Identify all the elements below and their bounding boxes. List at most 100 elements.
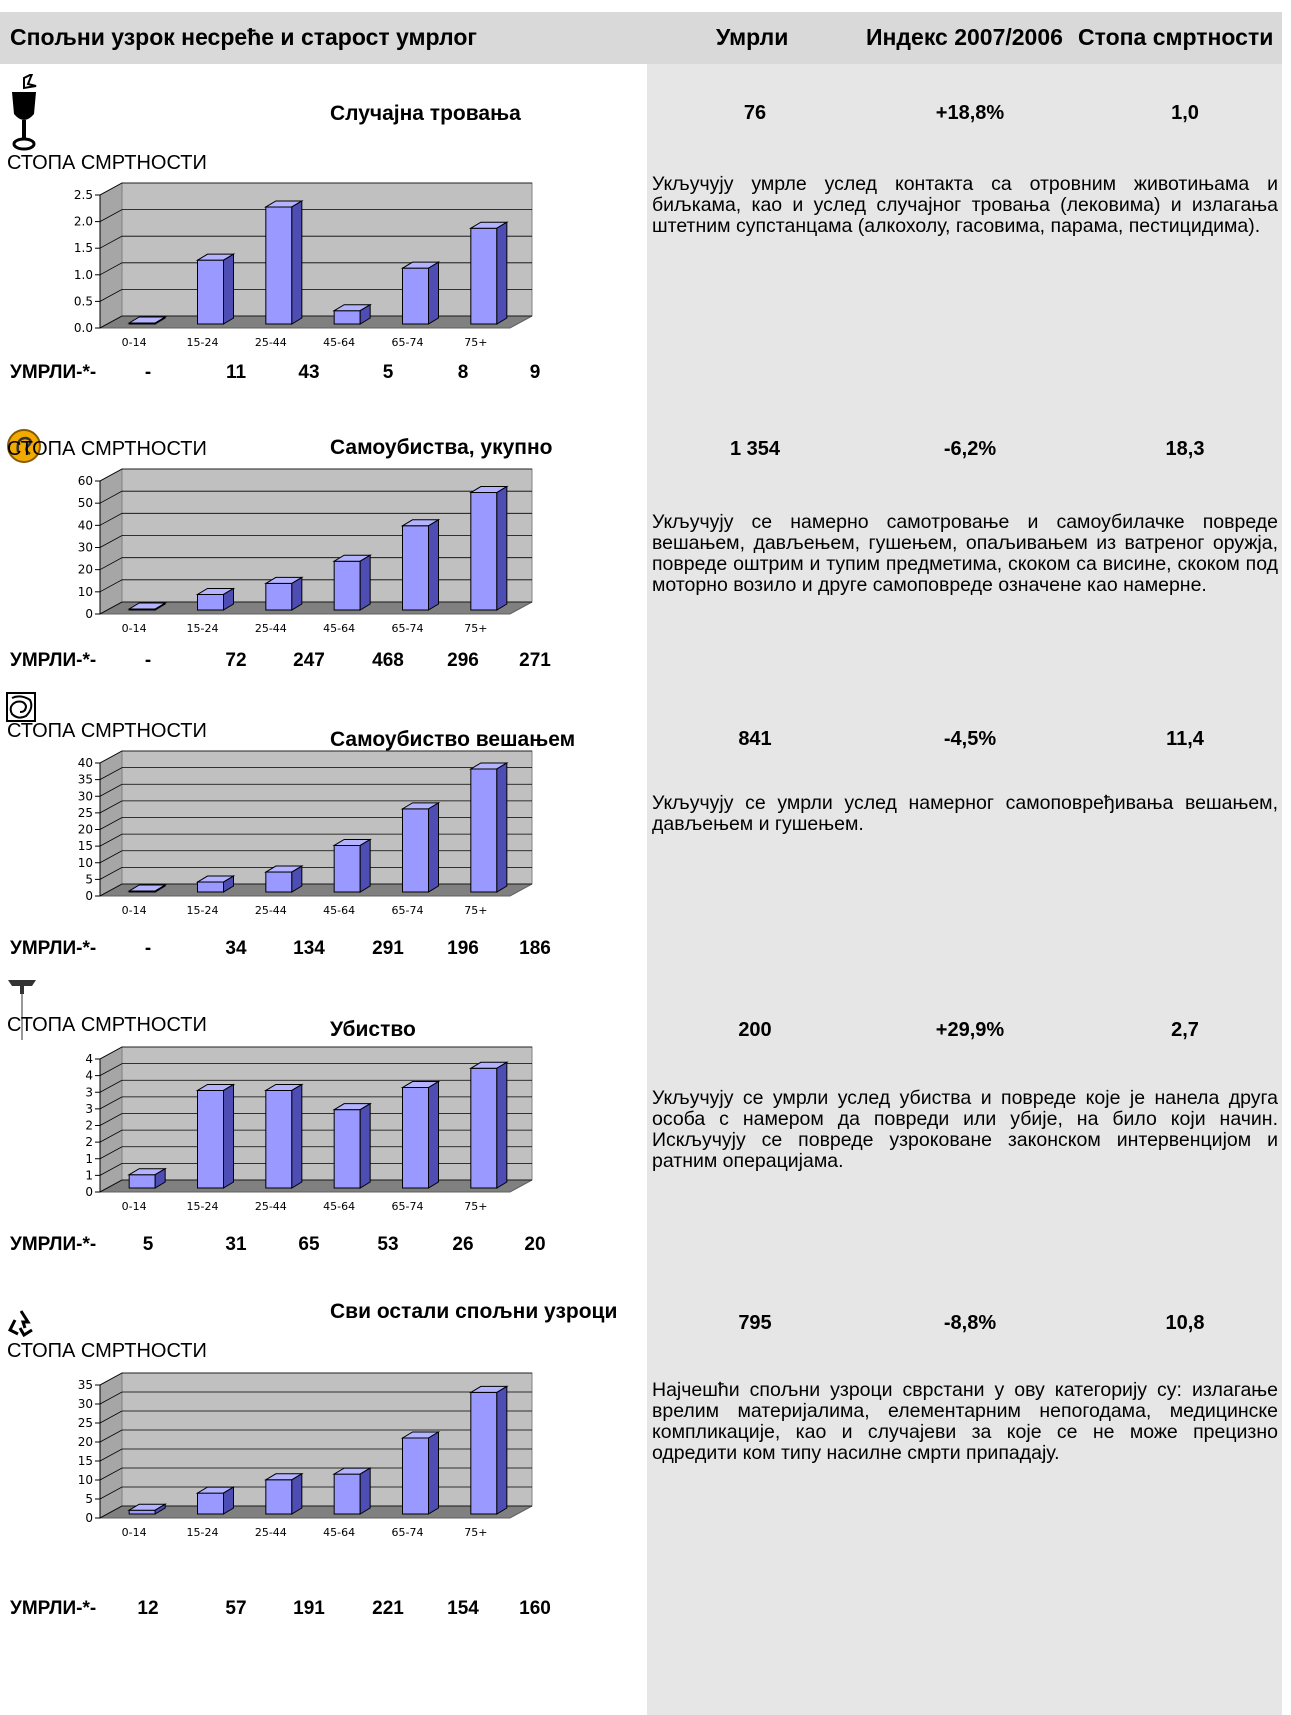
rate-chart: 0 5 10 15 20 25 30 35 0-14 15-24 25-44 45-64 65-74 75…	[60, 1368, 560, 1548]
x-tick-label: 45-64	[323, 622, 355, 635]
gridline	[99, 535, 532, 548]
bar	[264, 200, 304, 325]
bar-chart: 0.0 0.5 1.0 1.5 2.0 2.5 0-14 15-24 25-44 45-64 65-…	[74, 182, 533, 349]
cause-description: Најчешћи спољни узроци сврстани у ову ка…	[652, 1379, 1278, 1464]
bar	[195, 1083, 236, 1189]
gridline	[99, 209, 532, 222]
bar	[127, 602, 167, 611]
y-tick-label: 0	[85, 889, 93, 903]
rate-chart-label: СТОПА СМРТНОСТИ	[7, 1340, 207, 1362]
gridline	[99, 1162, 532, 1176]
y-tick-label: 20	[78, 1435, 93, 1449]
y-tick-label: 2	[85, 1135, 93, 1149]
deaths-by-age-value: -	[144, 650, 152, 671]
cause-section: Самоубиство вешањем 841 -4,5% 11,4 Укључују …	[0, 680, 1291, 980]
bar-chart: 0 10 20 30 40 50 60 0-14 15-24 25-44 45-64 65-74 75+	[78, 468, 533, 635]
deaths-by-age-value: 296	[447, 650, 479, 671]
x-tick-label: 65-74	[392, 1200, 424, 1213]
bar	[469, 1385, 509, 1515]
deaths-by-age-value: 154	[447, 1598, 479, 1619]
header-title: Спољни узрок несреће и старост умрлог	[10, 24, 477, 50]
deaths-by-age-value: 43	[298, 362, 320, 383]
cause-section: Сви остали спољни узроци 795 -8,8% 10,8 Најч…	[0, 1278, 1291, 1619]
deaths-by-age-value: -	[144, 938, 152, 959]
bar	[469, 485, 509, 611]
y-tick-label: 25	[78, 1416, 93, 1430]
y-tick-label: 2.0	[74, 215, 93, 229]
gridline	[99, 315, 532, 329]
x-tick-label: 75+	[464, 1200, 487, 1213]
bar	[400, 1080, 441, 1189]
gridline	[99, 1372, 532, 1386]
cause-title: Сви остали спољни узроци	[330, 1300, 618, 1323]
deaths-by-age-value: 11	[225, 362, 247, 383]
cause-description: Укључују се намерно самотровање и самоуб…	[652, 511, 1278, 596]
y-tick-label: 0	[85, 1511, 93, 1525]
gridline	[99, 800, 532, 814]
y-tick-label: 10	[78, 856, 93, 870]
y-tick-label: 0.0	[74, 321, 93, 335]
bar	[127, 1503, 167, 1515]
gridline	[99, 1046, 532, 1060]
deaths-row-label: УМРЛИ-*-	[10, 362, 97, 383]
cause-title: Самоубиства, укупно	[330, 436, 553, 459]
y-tick-label: 5	[85, 872, 93, 886]
rate-chart-label: СТОПА СМРТНОСТИ	[7, 720, 207, 742]
deaths-by-age-value: 5	[382, 362, 394, 383]
gridline	[99, 1179, 532, 1193]
bar	[264, 865, 304, 893]
y-tick-label: 4	[85, 1069, 93, 1083]
gridline	[99, 866, 532, 880]
deaths-by-age-value: 160	[519, 1598, 551, 1619]
x-tick-label: 25-44	[255, 1526, 287, 1539]
deaths-total: 841	[738, 728, 772, 750]
bar	[469, 1061, 509, 1189]
x-tick-label: 75+	[464, 622, 487, 635]
y-tick-label: 0	[85, 1185, 93, 1199]
bar	[195, 875, 236, 893]
gridline	[99, 783, 532, 797]
bar	[195, 253, 236, 325]
x-tick-label: 65-74	[392, 1526, 424, 1539]
index-value: +29,9%	[935, 1019, 1005, 1041]
recycle-icon	[6, 1308, 36, 1343]
gridline	[99, 579, 532, 593]
x-tick-label: 45-64	[323, 1200, 355, 1213]
y-tick-label: 2.5	[74, 188, 93, 202]
deaths-row-label: УМРЛИ-*-	[10, 1234, 97, 1255]
bar	[400, 801, 441, 893]
bar	[332, 838, 372, 893]
deaths-by-age-value: 291	[372, 938, 404, 959]
deaths-by-age-value: 134	[293, 938, 325, 959]
hanging-icon	[6, 692, 36, 727]
cause-section: Самоубиства, укупно 1 354 -6,2% 18,3 Укључуј…	[0, 390, 1291, 690]
rate-chart: 0.0 0.5 1.0 1.5 2.0 2.5 0-14 15-24 25-44 45-64 65-…	[60, 178, 560, 358]
y-tick-label: 35	[78, 773, 93, 787]
bar	[127, 316, 167, 325]
gridline	[99, 817, 532, 830]
gridline	[99, 1063, 532, 1076]
y-tick-label: 20	[78, 823, 93, 837]
x-tick-label: 25-44	[255, 1200, 287, 1213]
index-value: -6,2%	[943, 438, 997, 460]
index-value: -4,5%	[943, 728, 997, 750]
y-tick-label: 2	[85, 1119, 93, 1133]
y-tick-label: 40	[78, 518, 93, 532]
bar	[469, 221, 509, 325]
deaths-by-age-value: 9	[529, 362, 541, 383]
gridline	[99, 1079, 532, 1093]
deaths-by-age-value: 247	[293, 650, 325, 671]
x-tick-label: 75+	[464, 904, 487, 917]
x-tick-label: 0-14	[122, 1200, 147, 1213]
deaths-row-label: УМРЛИ-*-	[10, 650, 97, 671]
deaths-by-age-value: 57	[225, 1598, 247, 1619]
gridline	[99, 289, 532, 302]
bar	[332, 554, 372, 611]
deaths-by-age-value: 34	[225, 938, 247, 959]
x-tick-label: 15-24	[187, 622, 219, 635]
gridline	[99, 512, 532, 526]
gridline	[99, 750, 532, 764]
deaths-row-label: УМРЛИ-*-	[10, 1598, 97, 1619]
gridline	[99, 262, 532, 276]
x-tick-label: 65-74	[392, 622, 424, 635]
